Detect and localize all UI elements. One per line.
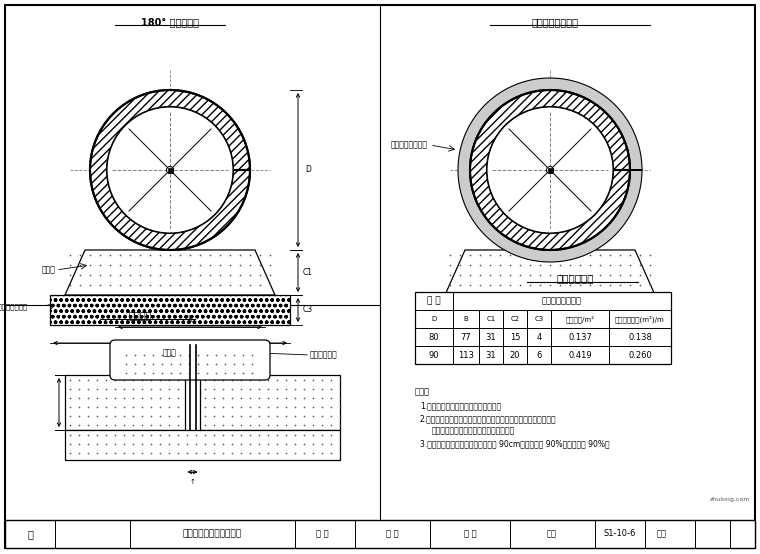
Text: zhulong.com: zhulong.com <box>710 497 750 502</box>
Text: 90: 90 <box>429 351 439 360</box>
Text: 抄带水泥砂浆: 抄带水泥砂浆 <box>310 351 337 360</box>
Circle shape <box>166 167 173 173</box>
Text: 复 核: 复 核 <box>385 530 398 538</box>
Polygon shape <box>65 250 275 295</box>
Text: D: D <box>432 316 437 322</box>
Text: 0.260: 0.260 <box>628 351 652 360</box>
Polygon shape <box>470 90 630 250</box>
Text: 砼垫层: 砼垫层 <box>41 265 55 274</box>
Circle shape <box>546 167 553 173</box>
Text: 院: 院 <box>27 529 33 539</box>
Text: 管管接口: 管管接口 <box>128 310 152 320</box>
Text: B: B <box>464 316 468 322</box>
Text: 水泥砂浆抄带接口: 水泥砂浆抄带接口 <box>531 17 578 27</box>
Text: D: D <box>305 166 311 175</box>
Circle shape <box>487 107 613 233</box>
Text: 乔平整砂型基础叶石: 乔平整砂型基础叶石 <box>0 304 28 310</box>
Polygon shape <box>445 250 655 295</box>
Text: 审 核: 审 核 <box>464 530 477 538</box>
Text: C1: C1 <box>303 268 313 277</box>
Bar <box>65 430 340 460</box>
Text: S1-10-6: S1-10-6 <box>603 530 636 538</box>
Text: 管 径: 管 径 <box>427 296 441 305</box>
Text: 0.138: 0.138 <box>628 332 652 341</box>
Text: ↑: ↑ <box>189 479 195 485</box>
Text: 设 计: 设 计 <box>315 530 328 538</box>
Text: 20: 20 <box>510 351 521 360</box>
Text: 6: 6 <box>537 351 542 360</box>
Text: k: k <box>188 315 192 324</box>
Bar <box>50 295 290 325</box>
Text: 77: 77 <box>461 332 471 341</box>
Text: 3.基管相邻管错密实底层要求：管顶 90cm以内不小于 90%，余不小于 90%。: 3.基管相邻管错密实底层要求：管顶 90cm以内不小于 90%，余不小于 90%… <box>420 439 610 449</box>
Text: C2: C2 <box>511 316 520 322</box>
Bar <box>65 375 185 430</box>
Text: 口弦面积/m²: 口弦面积/m² <box>565 315 594 323</box>
Text: C3: C3 <box>303 305 313 315</box>
Text: 180° 混凝土基础: 180° 混凝土基础 <box>141 17 199 27</box>
Bar <box>167 167 173 172</box>
Text: 31: 31 <box>486 332 496 341</box>
Text: C3: C3 <box>534 316 543 322</box>
Polygon shape <box>710 475 750 518</box>
Polygon shape <box>90 90 250 250</box>
Text: 灰浆抄带面积(m²)/m: 灰浆抄带面积(m²)/m <box>615 315 665 323</box>
Polygon shape <box>458 78 642 262</box>
Text: 31: 31 <box>486 351 496 360</box>
Bar <box>547 167 553 172</box>
Text: 部两管弧琰好，以把整个管基组为一体。: 部两管弧琰好，以把整个管基组为一体。 <box>432 427 515 435</box>
Text: 抄带接口管端最距: 抄带接口管端最距 <box>542 296 582 305</box>
Text: 15: 15 <box>510 332 521 341</box>
Text: 80: 80 <box>429 332 439 341</box>
Text: 日期: 日期 <box>657 530 667 538</box>
Text: 0.137: 0.137 <box>568 332 592 341</box>
Text: 基础宽: 基础宽 <box>163 348 177 357</box>
Text: 图号: 图号 <box>547 530 557 538</box>
Text: 管底沿接续带中心: 管底沿接续带中心 <box>391 141 428 150</box>
Text: 排水管基础、接口构造图: 排水管基础、接口构造图 <box>182 530 242 538</box>
Text: 2.当施工处地平带出已反置或另施工路时，现在抄接施工时应将顶: 2.当施工处地平带出已反置或另施工路时，现在抄接施工时应将顶 <box>420 414 556 423</box>
Bar <box>200 375 340 430</box>
Text: 113: 113 <box>458 351 474 360</box>
FancyBboxPatch shape <box>110 340 270 380</box>
Bar <box>415 292 671 364</box>
Text: 0.419: 0.419 <box>568 351 592 360</box>
Text: 1.图注尺寸除角度外，余均以厘米计。: 1.图注尺寸除角度外，余均以厘米计。 <box>420 402 501 411</box>
Text: 4: 4 <box>537 332 542 341</box>
Text: 说明：: 说明： <box>415 387 430 397</box>
Text: 尺寸及材料表: 尺寸及材料表 <box>556 273 594 283</box>
Bar <box>5 520 755 548</box>
Circle shape <box>107 107 233 233</box>
Text: C1: C1 <box>486 316 496 322</box>
